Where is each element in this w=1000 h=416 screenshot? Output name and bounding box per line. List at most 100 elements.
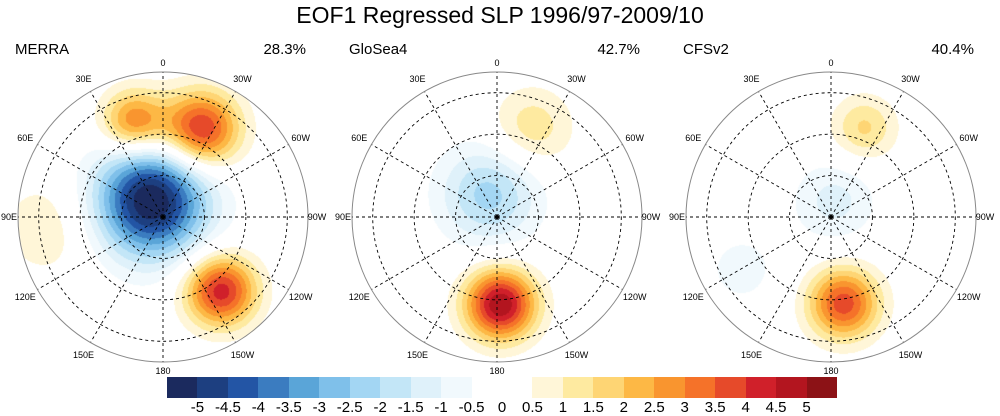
colorbar-tick-label: 4.5: [765, 399, 787, 416]
colorbar-box: [197, 377, 229, 398]
colorbar-box: [532, 377, 564, 398]
colorbar-tick-label: -5: [190, 399, 205, 416]
colorbar-box: [806, 377, 838, 398]
colorbar-tick-label: 0: [497, 399, 507, 416]
longitude-label: 90W: [641, 212, 661, 222]
meridian-line: [90, 216, 164, 343]
meridian-line: [496, 216, 623, 290]
colorbar: [167, 377, 838, 398]
colorbar-tick-label: -3: [312, 399, 326, 416]
colorbar-box: [684, 377, 716, 398]
longitude-label: 120W: [288, 291, 313, 302]
meridian-line: [424, 91, 498, 218]
colorbar-tick-label: -4.5: [214, 399, 241, 416]
meridian-line: [37, 216, 164, 290]
meridian-line: [424, 216, 498, 343]
longitude-label: 0: [160, 58, 166, 68]
meridian-line: [830, 216, 957, 290]
latitude-circle: [372, 92, 622, 342]
meridian-line: [830, 91, 904, 218]
latitude-circle: [747, 133, 915, 301]
meridian-line: [371, 144, 498, 218]
figure-title: EOF1 Regressed SLP 1996/97-2009/10: [296, 2, 704, 28]
panel-name: GloSea4: [349, 41, 408, 58]
longitude-label: 150W: [564, 349, 589, 360]
map-boundary: [17, 71, 309, 363]
longitude-label: 120E: [348, 291, 370, 302]
longitude-label: 150E: [406, 349, 429, 360]
colorbar-tick-label: 5: [802, 399, 811, 416]
colorbar-tick-label: -2: [373, 399, 387, 416]
latitude-circle: [38, 92, 288, 342]
map-grid: [351, 71, 643, 363]
map-grid: [685, 71, 977, 363]
longitude-label: 60E: [685, 132, 702, 143]
colorbar-box: [319, 377, 351, 398]
colorbar-tick-label: 0.5: [522, 399, 543, 416]
longitude-label: 180: [823, 366, 839, 376]
colorbar-box: [654, 377, 686, 398]
colorbar-tick-label: -1: [434, 399, 448, 416]
meridian-line: [496, 144, 623, 218]
colorbar-box: [745, 377, 777, 398]
colorbar-box: [258, 377, 290, 398]
meridian-line: [90, 91, 164, 218]
colorbar-tick-label: -1.5: [397, 399, 424, 416]
longitude-label: 0: [828, 58, 834, 68]
colorbar-box: [715, 377, 747, 398]
meridian-line: [830, 144, 957, 218]
longitude-label: 30E: [409, 74, 426, 85]
colorbar-box: [593, 377, 625, 398]
longitude-label: 60W: [291, 132, 310, 143]
colorbar-tick-label: 3: [680, 399, 689, 416]
map-grid: [17, 71, 309, 363]
latitude-circle: [706, 92, 956, 342]
colorbar-tick-label: 2.5: [643, 399, 665, 416]
longitude-label: 90W: [307, 212, 327, 222]
colorbar-box: [227, 377, 259, 398]
meridian-line: [162, 216, 236, 343]
longitude-label: 120E: [14, 291, 36, 302]
meridian-line: [162, 144, 289, 218]
longitude-label: 90E: [0, 212, 18, 222]
longitude-label: 150W: [898, 349, 923, 360]
longitude-label: 30W: [233, 74, 252, 85]
longitude-label: 150W: [230, 349, 255, 360]
meridian-line: [705, 216, 832, 290]
longitude-label: 120E: [682, 291, 704, 302]
panel-name: MERRA: [15, 41, 70, 58]
meridian-line: [758, 216, 832, 343]
longitude-label: 90E: [668, 212, 686, 222]
colorbar-tick-label: 1: [558, 399, 568, 416]
colorbar-box: [441, 377, 473, 398]
longitude-label: 30W: [901, 74, 920, 85]
polar-map: 0 30W 60W 90W 120W 150W 180 150E 120E 90E 60E 30E: [1, 58, 326, 376]
map-boundary: [685, 71, 977, 363]
explained-variance: 42.7%: [597, 41, 640, 58]
longitude-label: 60E: [351, 132, 368, 143]
latitude-circle: [413, 133, 581, 301]
map-panel-glosea4: GloSea4 42.7% 0 30W 60W 90W 120W 150W 180 150E 1…: [334, 0, 668, 376]
colorbar-box: [167, 377, 198, 398]
longitude-label: 90E: [334, 212, 352, 222]
colorbar-box: [288, 377, 320, 398]
colorbar-tick-label: 2: [619, 399, 628, 416]
colorbar-tick-label: 3.5: [704, 399, 726, 416]
colorbar-tick-label: -2.5: [336, 399, 363, 416]
longitude-label: 180: [489, 366, 505, 376]
panel-name: CFSv2: [683, 41, 729, 58]
meridian-line: [830, 216, 904, 343]
colorbar-box: [562, 377, 594, 398]
latitude-circle: [789, 175, 873, 259]
latitude-circle: [79, 133, 247, 301]
meridian-line: [37, 144, 164, 218]
meridian-line: [705, 144, 832, 218]
meridian-line: [496, 216, 570, 343]
colorbar-tick-label: -3.5: [275, 399, 302, 416]
colorbar-tick-label: 1.5: [582, 399, 604, 416]
meridian-line: [162, 91, 236, 218]
meridian-line: [162, 216, 289, 290]
colorbar-tick-label: -0.5: [458, 399, 485, 416]
map-panel-merra: MERRA 28.3% 0 30W 60W 90W 120W 150W 180 150E 120…: [0, 0, 334, 376]
colorbar-box: [776, 377, 808, 398]
